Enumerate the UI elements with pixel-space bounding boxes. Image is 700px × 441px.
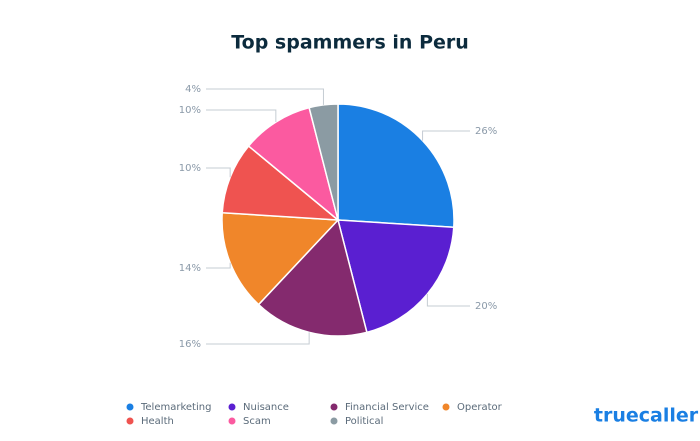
legend-swatch [126,417,134,425]
chart-title: Top spammers in Peru [231,32,469,54]
data-label: 20% [475,301,497,312]
legend-label: Operator [457,402,503,413]
legend-swatch [126,403,134,411]
legend-swatch [442,403,450,411]
data-label: 14% [179,263,201,274]
pie-slice [337,103,455,229]
leader-line [426,293,470,307]
pie-slice [221,145,341,221]
data-label: 10% [179,163,201,174]
pie-slice [257,218,368,337]
data-label: 4% [185,84,201,95]
legend-swatch [330,403,338,411]
pie-slice [221,211,340,306]
data-label: 16% [179,339,201,350]
pie-slice [337,219,455,334]
legend-label: Financial Service [345,402,429,413]
legend-swatch [228,403,236,411]
leader-line [206,167,231,178]
data-label: 10% [179,105,201,116]
legend-label: Nuisance [243,402,289,413]
legend-swatch [330,417,338,425]
leader-line [206,332,310,345]
legend-label: Health [141,416,174,427]
legend-swatch [228,417,236,425]
data-label: 26% [475,126,497,137]
leader-line [422,130,470,141]
logo: truecaller [594,405,699,427]
legend-label: Political [345,416,383,427]
leader-line [206,262,231,269]
legend-label: Scam [243,416,271,427]
leader-line [206,88,324,105]
leader-line [206,109,277,123]
legend-label: Telemarketing [140,402,211,413]
